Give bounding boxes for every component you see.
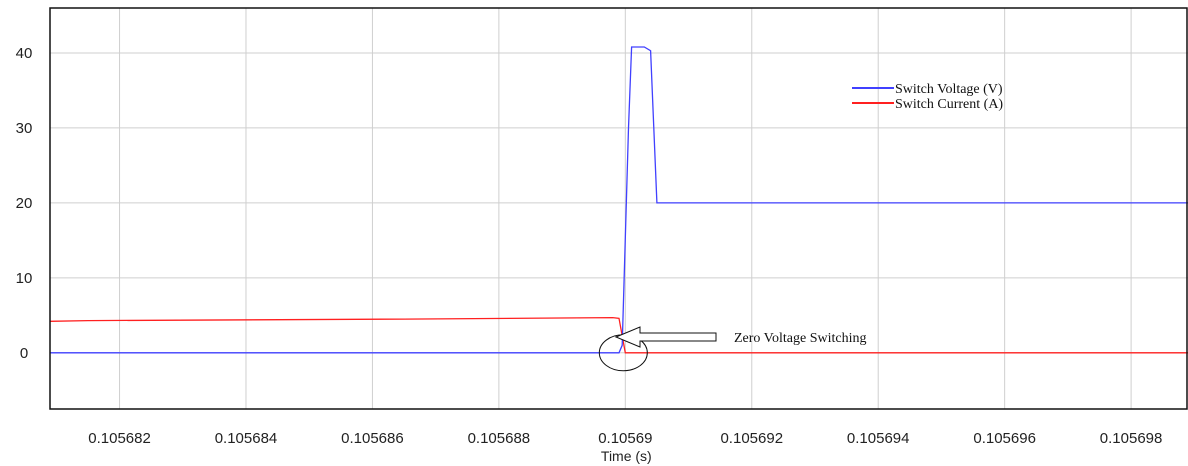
y-tick-label: 40 bbox=[16, 45, 33, 62]
y-tick-labels: 0 10 20 30 40 bbox=[16, 45, 33, 362]
y-tick-label: 20 bbox=[16, 195, 33, 212]
legend-label-current: Switch Current (A) bbox=[895, 97, 1003, 112]
x-tick-label: 0.10569 bbox=[598, 430, 652, 447]
x-tick-label: 0.105686 bbox=[341, 430, 404, 447]
left-arrow-icon bbox=[614, 326, 717, 348]
annotation: Zero Voltage Switching bbox=[598, 326, 866, 372]
annotation-label: Zero Voltage Switching bbox=[734, 331, 866, 346]
series-line-voltage bbox=[50, 46, 1188, 354]
x-tick-label: 0.105698 bbox=[1100, 430, 1163, 447]
y-tick-label: 30 bbox=[16, 120, 33, 137]
x-tick-label: 0.105684 bbox=[215, 430, 278, 447]
series-line-current bbox=[49, 316, 1188, 354]
x-tick-label: 0.105688 bbox=[468, 430, 531, 447]
series-lines bbox=[49, 46, 1188, 354]
x-tick-label: 0.105682 bbox=[88, 430, 151, 447]
y-tick-label: 0 bbox=[20, 345, 28, 362]
y-tick-label: 10 bbox=[16, 270, 33, 287]
x-tick-label: 0.105696 bbox=[973, 430, 1036, 447]
plot-frame bbox=[49, 7, 1188, 410]
x-axis-title: Time (s) bbox=[601, 448, 652, 464]
legend: Switch Voltage (V) Switch Current (A) bbox=[852, 82, 1003, 112]
x-tick-label: 0.105694 bbox=[847, 430, 910, 447]
x-tick-labels: 0.105682 0.105684 0.105686 0.105688 0.10569 0… bbox=[88, 430, 1162, 447]
x-tick-label: 0.105692 bbox=[720, 430, 783, 447]
legend-label-voltage: Switch Voltage (V) bbox=[895, 82, 1003, 97]
